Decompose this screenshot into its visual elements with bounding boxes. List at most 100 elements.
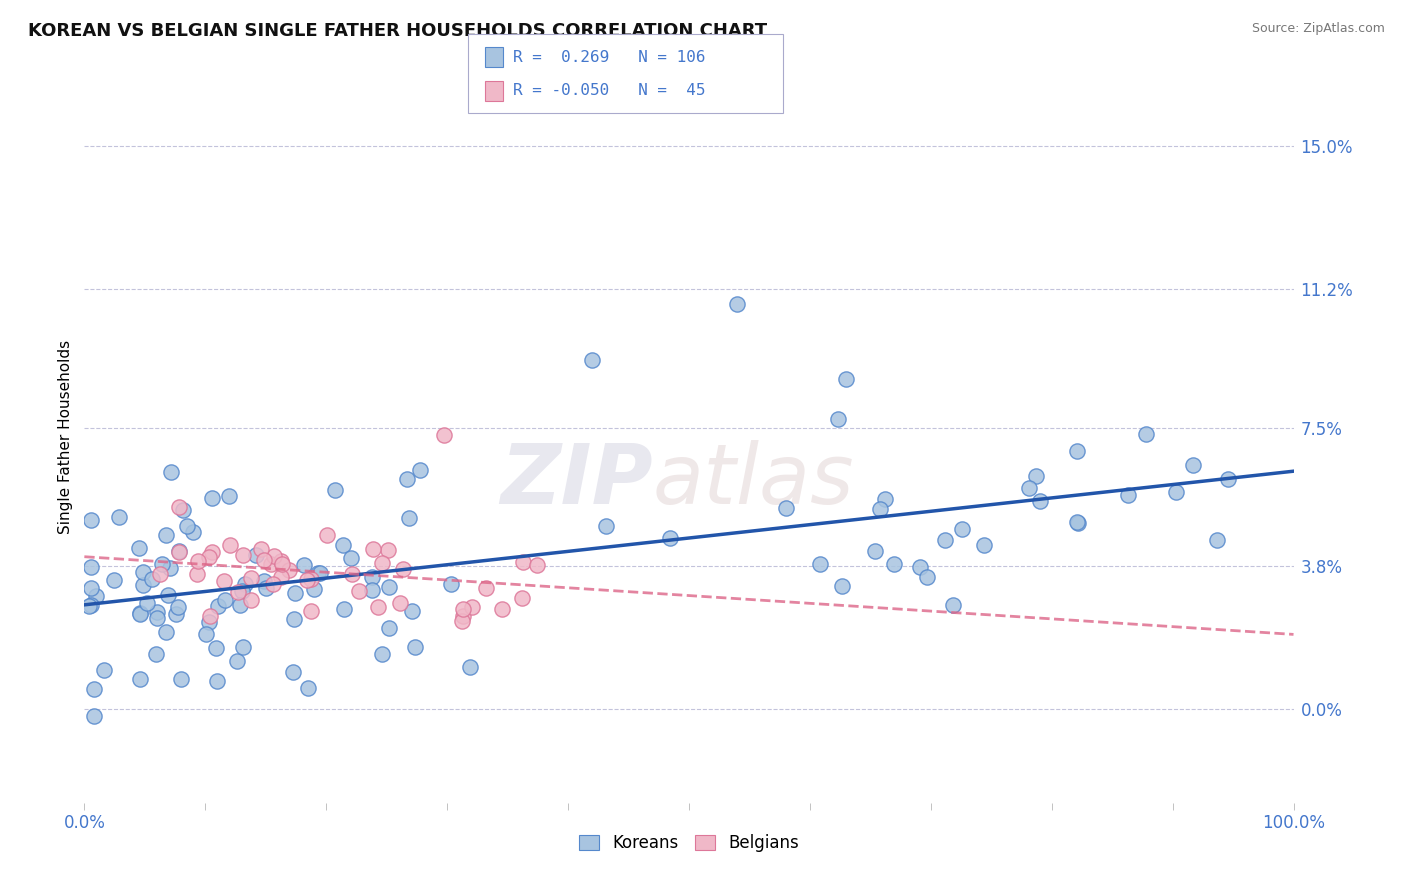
Point <box>145 611 167 625</box>
Point <box>167 500 190 515</box>
Point <box>725 297 748 311</box>
Point <box>198 615 221 629</box>
Point <box>292 558 315 573</box>
Point <box>145 647 167 661</box>
Point <box>371 556 394 570</box>
Point <box>1025 468 1047 483</box>
Point <box>229 598 252 612</box>
Point <box>219 538 242 552</box>
Point <box>392 561 415 575</box>
Point <box>80 513 103 527</box>
Point <box>270 570 292 584</box>
Point <box>129 672 152 686</box>
Point <box>233 577 256 591</box>
Point <box>934 533 956 547</box>
Text: Source: ZipAtlas.com: Source: ZipAtlas.com <box>1251 22 1385 36</box>
Point <box>304 582 326 596</box>
Point <box>361 569 384 583</box>
Point <box>941 598 963 612</box>
Point <box>908 560 931 574</box>
Point <box>83 682 105 697</box>
Point <box>1135 426 1157 441</box>
Point <box>1066 516 1088 530</box>
Point <box>214 593 236 607</box>
Point <box>835 372 858 386</box>
Point <box>218 489 240 503</box>
Point <box>1028 493 1050 508</box>
Point <box>378 580 401 594</box>
Point <box>370 647 392 661</box>
Point <box>307 566 329 580</box>
Point <box>323 483 346 498</box>
Point <box>308 566 330 580</box>
Point <box>172 503 194 517</box>
Point <box>84 589 107 603</box>
Point <box>409 463 432 477</box>
Point <box>869 502 891 516</box>
Point <box>297 681 319 695</box>
Point <box>1018 481 1040 495</box>
Point <box>526 558 548 573</box>
Point <box>187 554 209 568</box>
Point <box>316 528 339 542</box>
Point <box>458 659 481 673</box>
Point <box>263 549 285 563</box>
Point <box>186 566 208 581</box>
Point <box>129 607 152 621</box>
Point <box>212 574 235 588</box>
Point <box>132 565 155 579</box>
Point <box>333 602 356 616</box>
Point <box>167 599 190 614</box>
Point <box>129 606 152 620</box>
Point <box>658 531 681 545</box>
Point <box>512 555 534 569</box>
Point <box>367 599 389 614</box>
Text: KOREAN VS BELGIAN SINGLE FATHER HOUSEHOLDS CORRELATION CHART: KOREAN VS BELGIAN SINGLE FATHER HOUSEHOL… <box>28 22 768 40</box>
Point <box>80 559 103 574</box>
Point <box>156 588 179 602</box>
Point <box>245 548 267 562</box>
Point <box>141 572 163 586</box>
Point <box>401 604 423 618</box>
Point <box>332 538 354 552</box>
Point <box>389 596 412 610</box>
Point <box>93 663 115 677</box>
Point <box>170 672 193 686</box>
Point <box>396 472 419 486</box>
Point <box>398 511 420 525</box>
Point <box>254 581 277 595</box>
Point <box>865 544 887 558</box>
Point <box>360 583 382 598</box>
Point <box>155 624 177 639</box>
Point <box>1067 516 1090 531</box>
Text: R =  0.269   N = 106: R = 0.269 N = 106 <box>513 50 706 64</box>
Point <box>165 607 187 621</box>
Point <box>80 581 103 595</box>
Point <box>950 522 973 536</box>
Point <box>80 598 103 612</box>
Point <box>83 709 105 723</box>
Point <box>146 605 169 619</box>
Point <box>827 412 849 426</box>
Point <box>361 541 384 556</box>
Point <box>239 593 262 607</box>
Point <box>207 599 229 613</box>
Point <box>167 545 190 559</box>
Point <box>595 519 617 533</box>
Point <box>195 627 218 641</box>
Point <box>128 541 150 555</box>
Point <box>581 353 603 368</box>
Point <box>973 538 995 552</box>
Text: ZIP: ZIP <box>501 441 652 522</box>
Point <box>451 602 474 616</box>
Point <box>883 557 905 571</box>
Point <box>461 599 484 614</box>
Point <box>107 510 129 524</box>
Point <box>295 573 318 587</box>
Legend: Koreans, Belgians: Koreans, Belgians <box>571 826 807 860</box>
Point <box>270 553 292 567</box>
Point <box>201 491 224 505</box>
Point <box>1066 444 1088 458</box>
Point <box>1182 458 1205 472</box>
Point <box>831 579 853 593</box>
